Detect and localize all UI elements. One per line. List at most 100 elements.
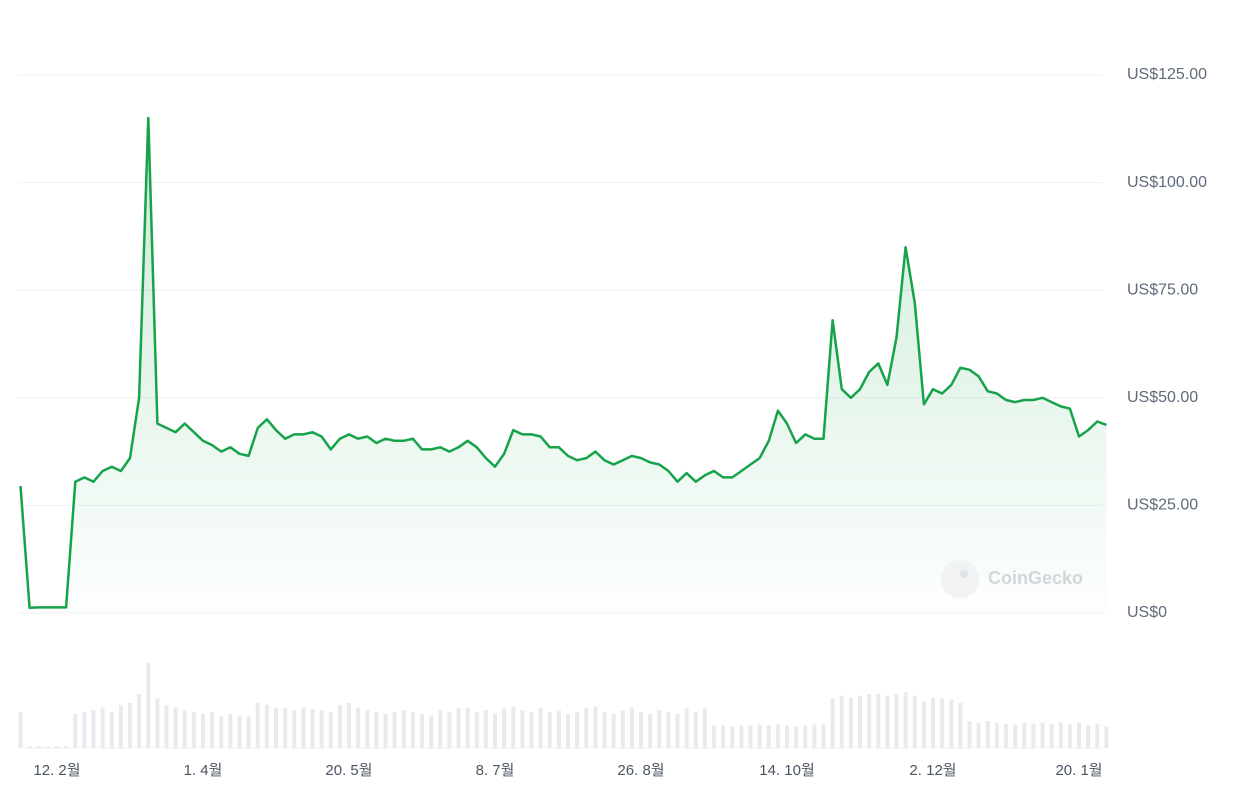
volume-bar bbox=[64, 746, 69, 748]
volume-bar bbox=[1004, 723, 1009, 748]
volume-bar bbox=[401, 710, 406, 748]
volume-bar bbox=[392, 712, 397, 748]
volume-bar bbox=[447, 712, 452, 748]
volume-bar bbox=[155, 698, 160, 748]
volume-bar bbox=[365, 710, 370, 748]
volume-bar bbox=[347, 703, 352, 748]
volume-bar bbox=[128, 703, 133, 748]
volume-bar bbox=[994, 722, 999, 748]
volume-bar bbox=[794, 726, 799, 748]
volume-bar bbox=[483, 710, 488, 748]
volume-bar bbox=[538, 708, 543, 748]
volume-bar bbox=[885, 695, 890, 748]
volume-bar bbox=[1077, 722, 1082, 748]
volume-bar bbox=[438, 710, 443, 748]
volume-bar bbox=[55, 746, 60, 748]
x-tick-label: 20. 1월 bbox=[1055, 762, 1102, 779]
volume-bar bbox=[666, 712, 671, 748]
volume-bar bbox=[921, 701, 926, 748]
volume-bar bbox=[967, 721, 972, 748]
volume-bar bbox=[456, 708, 461, 748]
volume-bar bbox=[639, 712, 644, 748]
y-tick-label: US$50.00 bbox=[1127, 389, 1198, 406]
volume-bar bbox=[976, 722, 981, 748]
volume-bar bbox=[109, 712, 114, 748]
volume-bar bbox=[1086, 725, 1091, 748]
volume-bar bbox=[246, 716, 251, 748]
volume-bar bbox=[27, 746, 32, 748]
volume-bar bbox=[1058, 722, 1063, 748]
volume-bar bbox=[785, 725, 790, 748]
volume-bar bbox=[657, 710, 662, 748]
volume-bar bbox=[1095, 723, 1100, 748]
volume-bar bbox=[529, 712, 534, 748]
volume-bar bbox=[264, 704, 269, 748]
volume-bar bbox=[858, 695, 863, 748]
volume-bar bbox=[465, 707, 470, 748]
volume-bar bbox=[164, 704, 169, 748]
volume-bar bbox=[237, 715, 242, 748]
volume-bar bbox=[748, 725, 753, 748]
volume-bar bbox=[839, 695, 844, 748]
volume-bar bbox=[255, 703, 260, 748]
volume-bar bbox=[182, 710, 187, 748]
volume-bar bbox=[602, 712, 607, 748]
price-area bbox=[20, 118, 1107, 613]
volume-bar bbox=[274, 707, 279, 748]
volume-bar bbox=[100, 707, 105, 748]
x-tick-label: 12. 2월 bbox=[33, 762, 80, 779]
volume-bar bbox=[356, 707, 361, 748]
volume-bar bbox=[1067, 724, 1072, 748]
volume-bar bbox=[584, 708, 589, 748]
volume-bar bbox=[410, 712, 415, 748]
volume-bar bbox=[648, 713, 653, 748]
x-tick-label: 8. 7월 bbox=[476, 762, 515, 779]
volume-bar bbox=[173, 707, 178, 748]
volume-bar bbox=[36, 746, 41, 748]
price-line bbox=[19, 116, 1107, 610]
volume-bar bbox=[985, 721, 990, 748]
volume-bar bbox=[502, 708, 507, 748]
x-tick-label: 14. 10월 bbox=[759, 762, 815, 779]
volume-bar bbox=[721, 725, 726, 748]
volume-bar bbox=[702, 707, 707, 748]
volume-bar bbox=[420, 713, 425, 748]
volume-bar bbox=[310, 709, 315, 748]
volume-bar bbox=[520, 710, 525, 748]
volume-bar bbox=[283, 708, 288, 748]
volume-bar bbox=[429, 715, 434, 748]
volume-bar bbox=[118, 704, 123, 748]
volume-bar bbox=[191, 712, 196, 748]
volume-bar bbox=[867, 694, 872, 748]
volume-bar bbox=[1040, 722, 1045, 748]
volume-bar bbox=[1022, 722, 1027, 748]
volume-bar bbox=[1031, 723, 1036, 748]
volume-bar bbox=[894, 694, 899, 748]
volume-bar bbox=[949, 699, 954, 748]
volume-bar bbox=[301, 707, 306, 748]
volume-bar bbox=[766, 725, 771, 748]
watermark-logo bbox=[941, 560, 979, 598]
volume-bar bbox=[903, 692, 908, 748]
volume-bar bbox=[493, 713, 498, 748]
volume-bar bbox=[18, 712, 23, 748]
volume-bar bbox=[511, 706, 516, 748]
volume-bar bbox=[611, 713, 616, 748]
volume-bar bbox=[547, 712, 552, 748]
volume-bar bbox=[292, 710, 297, 748]
x-tick-label: 26. 8월 bbox=[617, 762, 664, 779]
volume-bar bbox=[629, 707, 634, 748]
volume-bar bbox=[730, 726, 735, 748]
volume-bar bbox=[1104, 726, 1109, 748]
volume-bar bbox=[812, 724, 817, 748]
watermark: CoinGecko bbox=[941, 560, 1083, 598]
volume-bar bbox=[830, 698, 835, 748]
volume-bar bbox=[328, 712, 333, 748]
volume-bar bbox=[146, 662, 151, 748]
volume-bar bbox=[337, 704, 342, 748]
volume-bar bbox=[73, 713, 78, 748]
y-tick-label: US$100.00 bbox=[1127, 174, 1207, 191]
volume-bar bbox=[940, 698, 945, 748]
